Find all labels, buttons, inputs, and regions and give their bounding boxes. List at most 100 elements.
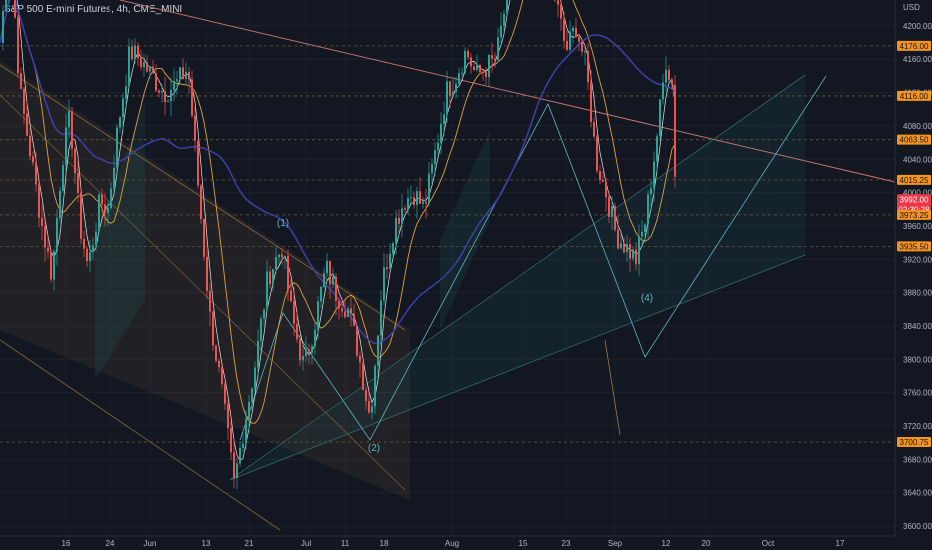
candle-body bbox=[596, 136, 598, 171]
candle-body bbox=[485, 72, 487, 78]
candle-body bbox=[389, 253, 391, 270]
y-tick-label: 4160.00 bbox=[903, 55, 932, 64]
candle-body bbox=[608, 197, 610, 218]
candle-body bbox=[191, 79, 193, 116]
candle-body bbox=[347, 308, 349, 318]
candle-body bbox=[203, 219, 205, 257]
candle-body bbox=[176, 79, 178, 82]
currency-label: USD bbox=[903, 3, 920, 12]
candle-body bbox=[260, 318, 262, 341]
x-tick-label: Jun bbox=[144, 539, 157, 548]
candle-body bbox=[266, 271, 268, 310]
trend-line bbox=[239, 75, 827, 441]
price-tag-label: 4015.25 bbox=[900, 176, 929, 185]
candle-body bbox=[92, 245, 94, 253]
candle-body bbox=[101, 194, 103, 205]
candle-body bbox=[452, 91, 454, 97]
candle-body bbox=[74, 148, 76, 174]
channel-zone bbox=[95, 100, 145, 380]
candle-body bbox=[173, 81, 175, 90]
trend-line bbox=[119, 0, 896, 183]
price-tag bbox=[897, 209, 931, 220]
y-tick-label: 3720.00 bbox=[903, 422, 932, 431]
candle-body bbox=[53, 251, 55, 280]
candle-body bbox=[410, 197, 412, 199]
candle-body bbox=[293, 301, 295, 324]
candle-body bbox=[650, 188, 652, 195]
candle-body bbox=[314, 329, 316, 347]
x-tick-label: Jul bbox=[301, 539, 311, 548]
candle-body bbox=[497, 37, 499, 61]
candle-body bbox=[617, 229, 619, 249]
candle-body bbox=[476, 64, 478, 70]
candle-body bbox=[17, 17, 19, 74]
candle-body bbox=[440, 123, 442, 143]
candle-body bbox=[146, 62, 148, 72]
candle-body bbox=[641, 231, 643, 237]
candle-body bbox=[386, 267, 388, 270]
candle-body bbox=[218, 360, 220, 368]
candle-body bbox=[626, 244, 628, 253]
candle-body bbox=[233, 452, 235, 479]
candle-body bbox=[665, 69, 667, 83]
candle-body bbox=[647, 194, 649, 225]
price-tag bbox=[897, 174, 931, 185]
trend-line bbox=[229, 74, 806, 481]
candle-body bbox=[674, 84, 676, 177]
candle-body bbox=[371, 406, 373, 413]
candle-body bbox=[437, 142, 439, 151]
candle-body bbox=[98, 194, 100, 232]
candle-body bbox=[503, 13, 505, 26]
candle-body bbox=[356, 325, 358, 356]
candle-body bbox=[62, 165, 64, 191]
candle-body bbox=[311, 346, 313, 353]
candle-body bbox=[188, 71, 190, 80]
channel-zone bbox=[230, 75, 805, 482]
candle-body bbox=[251, 388, 253, 402]
candle-body bbox=[401, 208, 403, 224]
candle-body bbox=[194, 115, 196, 141]
candle-body bbox=[599, 170, 601, 181]
candle-body bbox=[575, 27, 577, 38]
candle-body bbox=[644, 224, 646, 232]
candle-body bbox=[275, 257, 277, 270]
x-tick-label: 24 bbox=[106, 539, 115, 548]
x-tick-label: Sep bbox=[608, 539, 623, 548]
candle-body bbox=[206, 256, 208, 291]
drawing-zones bbox=[0, 60, 805, 500]
candle-body bbox=[89, 252, 91, 262]
candle-body bbox=[23, 88, 25, 114]
candle-body bbox=[407, 198, 409, 210]
candle-body bbox=[86, 248, 88, 262]
candle-body bbox=[185, 71, 187, 79]
x-tick-label: 11 bbox=[341, 539, 350, 548]
candle-body bbox=[140, 58, 142, 68]
candle-body bbox=[2, 11, 4, 43]
candle-body bbox=[479, 64, 481, 72]
candle-body bbox=[344, 311, 346, 318]
candle-body bbox=[14, 0, 16, 18]
candle-body bbox=[65, 127, 67, 166]
candle-body bbox=[326, 260, 328, 274]
candle-body bbox=[584, 51, 586, 53]
wave-label: (2) bbox=[368, 443, 380, 454]
moving-average-line bbox=[0, 0, 676, 345]
candle-body bbox=[635, 249, 637, 265]
candle-body bbox=[605, 181, 607, 198]
candle-body bbox=[572, 27, 574, 32]
y-tick-label: 3600.00 bbox=[903, 522, 932, 531]
trend-line bbox=[604, 339, 621, 436]
candle-body bbox=[320, 286, 322, 302]
candle-body bbox=[413, 197, 415, 205]
candle-body bbox=[284, 255, 286, 258]
candle-body bbox=[107, 208, 109, 213]
candle-body bbox=[230, 427, 232, 453]
price-tag bbox=[897, 90, 931, 101]
candle-body bbox=[125, 86, 127, 99]
price-tag-label: 3935.50 bbox=[900, 242, 929, 251]
price-tag-label: 3973.25 bbox=[900, 211, 929, 220]
candle-body bbox=[392, 243, 394, 254]
candle-body bbox=[77, 173, 79, 193]
price-tag-label: 3992.00 bbox=[900, 195, 929, 204]
